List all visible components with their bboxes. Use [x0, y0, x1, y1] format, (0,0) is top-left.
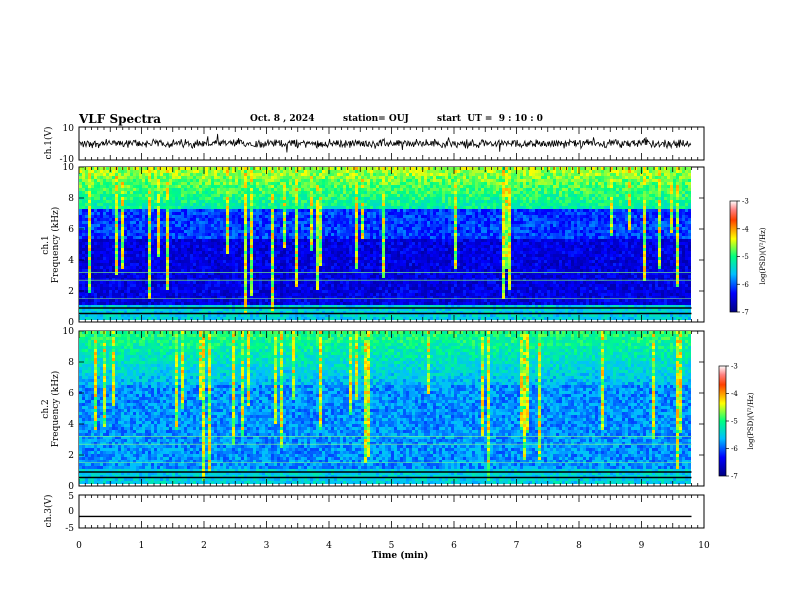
- x-tick-label: 0: [76, 541, 82, 551]
- spectrogram-ytick: 4: [68, 256, 74, 266]
- station-label: station= OUJ: [343, 114, 409, 124]
- ch1-ytick-bottom: -10: [60, 155, 75, 165]
- ch2-spectrogram-panel: 0 2 4 6 8 10 ch.2 Frequency (kHz): [41, 327, 705, 492]
- ch2-spectrogram-ylabel-channel: ch.2: [41, 399, 51, 418]
- spectrogram-ytick: 2: [68, 287, 74, 297]
- ch1-waveform-panel: 10 -10 ch.1(V): [43, 124, 705, 165]
- x-tick-label: 5: [389, 541, 395, 551]
- ch1-spectrogram-ylabel-channel: ch.1: [41, 235, 51, 254]
- x-tick-label: 10: [698, 541, 710, 551]
- spectrogram-ytick: 10: [63, 327, 75, 337]
- colorbar-tick-label: -5: [742, 253, 749, 261]
- colorbar-tick-label: -6: [731, 445, 738, 453]
- ch1-waveform-trace: [78, 133, 692, 153]
- x-tick-label: 3: [264, 541, 270, 551]
- spectrogram-ytick: 2: [68, 451, 74, 461]
- ch2-colorbar-label: log(PSD)(V²/Hz): [747, 392, 755, 449]
- ch1-ytick-top: 10: [63, 124, 75, 134]
- colorbar-tick-label: -7: [731, 473, 738, 481]
- ch3-ytick-top: 5: [68, 492, 74, 502]
- x-tick-label: 4: [326, 541, 332, 551]
- colorbar-tick-label: -7: [742, 309, 749, 317]
- ch3-waveform-panel: 5 0 -5 ch.3(V): [43, 492, 705, 534]
- ch3-ytick-bottom: -5: [65, 524, 74, 534]
- date-label: Oct. 8 , 2024: [250, 114, 314, 124]
- colorbar-tick-label: -4: [742, 225, 749, 233]
- ch2-colorbar: -3 -4 -5 -6 -7 log(PSD)(V²/Hz): [718, 363, 755, 481]
- x-tick-label: 2: [201, 541, 207, 551]
- spectrogram-ytick: 0: [68, 318, 74, 328]
- ch1-spectrogram-ylabel-freq: Frequency (kHz): [50, 207, 61, 284]
- start-time-label: start UT = 9 : 10 : 0: [437, 114, 543, 124]
- colorbar-tick-label: -6: [742, 281, 749, 289]
- spectrogram-ytick: 8: [68, 358, 74, 368]
- ch2-spectrogram-ylabel-freq: Frequency (kHz): [50, 371, 61, 448]
- ch1-waveform-ylabel: ch.1(V): [43, 127, 54, 160]
- spectrogram-ytick: 6: [68, 225, 74, 235]
- x-tick-label: 1: [139, 541, 145, 551]
- colorbar-tick-label: -3: [742, 198, 749, 206]
- ch2-spectrogram-image: [79, 331, 692, 484]
- x-tick-label: 6: [451, 541, 457, 551]
- ch3-ytick-mid: 0: [68, 507, 74, 517]
- spectrogram-ytick: 0: [68, 482, 74, 492]
- ch1-colorbar: -3 -4 -5 -6 -7 log(PSD)(V²/Hz): [729, 198, 767, 317]
- spectrogram-ytick: 10: [63, 163, 75, 173]
- ch2-colorbar-bar: [718, 365, 727, 477]
- ch3-waveform-ylabel: ch.3(V): [43, 495, 54, 528]
- colorbar-tick-label: -3: [731, 363, 738, 371]
- x-tick-label: 8: [576, 541, 582, 551]
- x-axis-label: Time (min): [372, 550, 429, 561]
- ch1-colorbar-bar: [729, 200, 738, 313]
- spectrogram-ytick: 6: [68, 389, 74, 399]
- x-tick-label: 7: [514, 541, 520, 551]
- spectrogram-ytick: 4: [68, 420, 74, 430]
- x-tick-label: 9: [639, 541, 645, 551]
- spectrogram-ytick: 8: [68, 194, 74, 204]
- colorbar-tick-label: -4: [731, 390, 738, 398]
- ch1-spectrogram-panel: 0 2 4 6 8 10 ch.1 Frequency (kHz): [41, 163, 705, 328]
- ch1-colorbar-label: log(PSD)(V²/Hz): [759, 227, 767, 284]
- figure-title: VLF Spectra: [79, 112, 161, 126]
- ch1-spectrogram-image: [79, 167, 692, 320]
- colorbar-tick-label: -5: [731, 418, 738, 426]
